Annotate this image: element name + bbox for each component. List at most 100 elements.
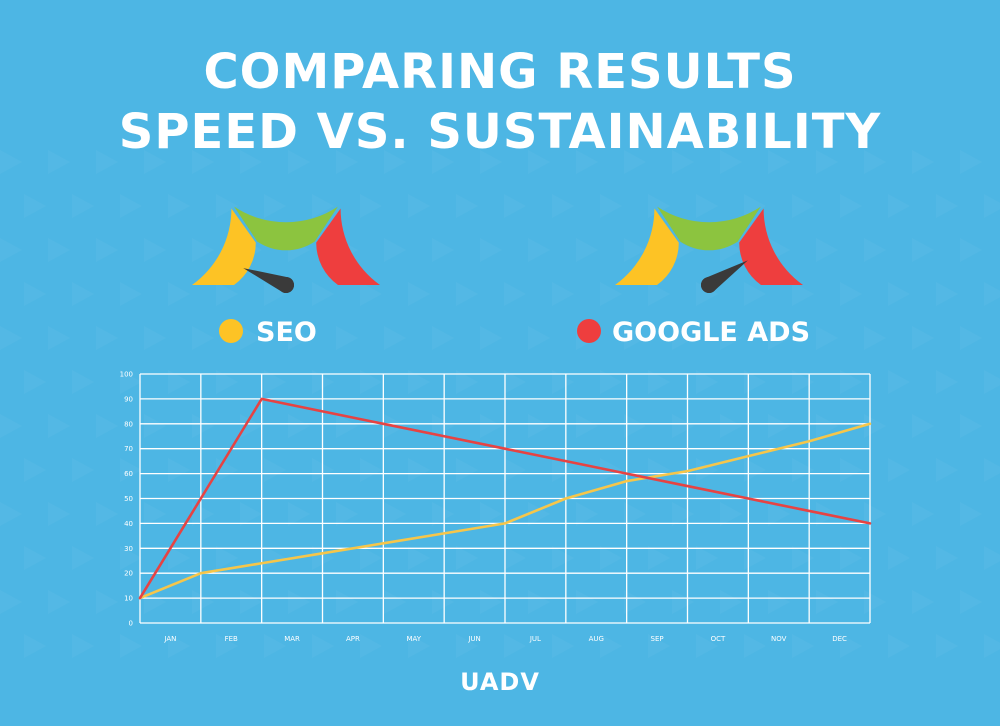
background-triangle [168, 546, 190, 570]
background-triangle [168, 282, 190, 306]
background-triangle [744, 194, 766, 218]
background-triangle [960, 502, 982, 526]
background-triangle [720, 502, 742, 526]
background-triangle [552, 194, 574, 218]
google-ads-gauge [615, 206, 803, 293]
background-triangle [600, 370, 622, 394]
gauge-needle-hub [278, 277, 294, 293]
y-tick-label: 10 [124, 595, 133, 603]
background-triangle [504, 634, 526, 658]
background-triangle [312, 634, 334, 658]
background-triangle [888, 282, 910, 306]
background-triangle [984, 370, 1000, 394]
google-ads-series-line [138, 397, 872, 600]
background-triangle [984, 546, 1000, 570]
background-triangle [696, 458, 718, 482]
background-triangle [480, 414, 502, 438]
background-triangle [120, 370, 142, 394]
background-triangle [840, 282, 862, 306]
background-triangle [168, 458, 190, 482]
background-triangle [264, 282, 286, 306]
background-triangle [144, 502, 166, 526]
background-triangle [744, 282, 766, 306]
background-triangle [600, 546, 622, 570]
background-triangle [288, 590, 310, 614]
background-triangle [408, 458, 430, 482]
background-triangle [144, 326, 166, 350]
background-triangle [48, 502, 70, 526]
x-tick-label: FEB [225, 635, 238, 643]
x-tick-label: JUL [529, 635, 541, 643]
background-triangle [480, 238, 502, 262]
background-triangle [960, 238, 982, 262]
background-triangle [360, 370, 382, 394]
background-triangle [432, 502, 454, 526]
background-triangle [192, 414, 214, 438]
background-triangle [552, 282, 574, 306]
background-triangle [240, 414, 262, 438]
background-triangle [768, 150, 790, 174]
background-triangle [240, 590, 262, 614]
background-triangle [72, 370, 94, 394]
background-triangle [384, 590, 406, 614]
background-triangle [912, 238, 934, 262]
background-triangle [864, 150, 886, 174]
background-triangle [120, 546, 142, 570]
background-triangle [456, 282, 478, 306]
background-triangle [192, 326, 214, 350]
background-triangle [720, 414, 742, 438]
background-triangle [576, 414, 598, 438]
y-tick-label: 50 [124, 495, 133, 503]
background-triangle [888, 370, 910, 394]
background-triangle [336, 590, 358, 614]
background-triangle [24, 194, 46, 218]
background-triangle [576, 502, 598, 526]
background-triangle [600, 194, 622, 218]
background-triangle [792, 458, 814, 482]
y-tick-label: 90 [124, 395, 133, 403]
background-triangle [840, 546, 862, 570]
y-tick-label: 20 [124, 570, 133, 578]
background-triangle [672, 502, 694, 526]
background-triangle [480, 590, 502, 614]
background-triangle [792, 194, 814, 218]
background-triangle [216, 546, 238, 570]
background-triangle [672, 150, 694, 174]
background-triangle [216, 282, 238, 306]
background-triangle [840, 458, 862, 482]
background-triangle [648, 282, 670, 306]
gauge-green-segment [234, 206, 338, 251]
background-triangle [816, 414, 838, 438]
background-triangle [504, 458, 526, 482]
background-triangle [576, 590, 598, 614]
background-triangle [432, 326, 454, 350]
background-triangle [648, 370, 670, 394]
background-triangle [840, 634, 862, 658]
gauge-needle-hub [701, 277, 717, 293]
background-triangle [480, 326, 502, 350]
background-triangle [216, 370, 238, 394]
background-triangle [912, 502, 934, 526]
background-triangle [744, 634, 766, 658]
seo-series-line [138, 422, 872, 600]
background-triangle [72, 546, 94, 570]
background-triangle [96, 502, 118, 526]
background-triangle [456, 634, 478, 658]
background-triangle [936, 194, 958, 218]
background-triangle [552, 634, 574, 658]
background-triangle [864, 238, 886, 262]
background-triangle [48, 414, 70, 438]
background-triangle [912, 590, 934, 614]
background-triangle [528, 150, 550, 174]
background-triangle [888, 194, 910, 218]
background-triangle [96, 238, 118, 262]
seo-legend-label: SEO [256, 317, 317, 348]
background-triangle [912, 150, 934, 174]
y-tick-label: 40 [124, 520, 133, 528]
y-tick-label: 100 [120, 371, 133, 379]
background-triangle [192, 238, 214, 262]
x-tick-label: APR [346, 635, 360, 643]
y-tick-label: 70 [124, 445, 133, 453]
y-tick-label: 30 [124, 545, 133, 553]
background-triangle [24, 546, 46, 570]
